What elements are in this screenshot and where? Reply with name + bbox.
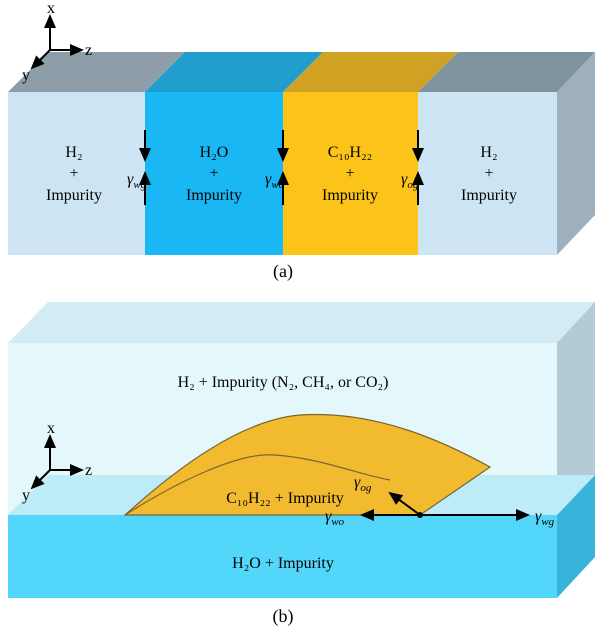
- water-label: H₂O + Impurity: [232, 555, 334, 572]
- text-part: wo: [331, 516, 344, 528]
- region-label: C₁₀H₂₂: [328, 144, 373, 161]
- region-label: +: [69, 165, 78, 182]
- axis-label: x: [47, 420, 55, 437]
- region-label: Impurity: [46, 187, 102, 204]
- axis-label: y: [22, 67, 30, 84]
- text-part: wg: [133, 179, 146, 191]
- region-label: H₂O: [200, 144, 229, 161]
- axis-label: z: [85, 462, 92, 479]
- region-label: H₂: [65, 144, 82, 161]
- axis-label: y: [22, 487, 30, 504]
- gas-label: H₂ + Impurity (N₂, CH₄, or CO₂): [178, 374, 389, 391]
- region-label: Impurity: [461, 187, 517, 204]
- region-label: Impurity: [322, 187, 378, 204]
- region-label: +: [209, 165, 218, 182]
- caption: (b): [273, 606, 294, 627]
- region-label: Impurity: [186, 187, 242, 204]
- region-label: H₂: [480, 144, 497, 161]
- text-part: og: [360, 482, 372, 494]
- region-label: +: [484, 165, 493, 182]
- region-label: +: [345, 165, 354, 182]
- caption: (a): [273, 261, 293, 282]
- axis-label: z: [85, 42, 92, 59]
- text-part: wg: [541, 516, 554, 528]
- panel-b: x z y H₂ + Impurity (N₂, CH₄, or CO₂) C₁…: [8, 302, 595, 627]
- panel-a: x z y H₂ + Impurity H₂O + Impurity C₁₀H₂…: [8, 0, 595, 282]
- text-part: wo: [271, 179, 284, 191]
- figure: x z y H₂ + Impurity H₂O + Impurity C₁₀H₂…: [0, 0, 595, 632]
- oil-label: C₁₀H₂₂ + Impurity: [226, 490, 344, 507]
- text-part: og: [407, 179, 419, 191]
- axis-label: x: [47, 0, 55, 17]
